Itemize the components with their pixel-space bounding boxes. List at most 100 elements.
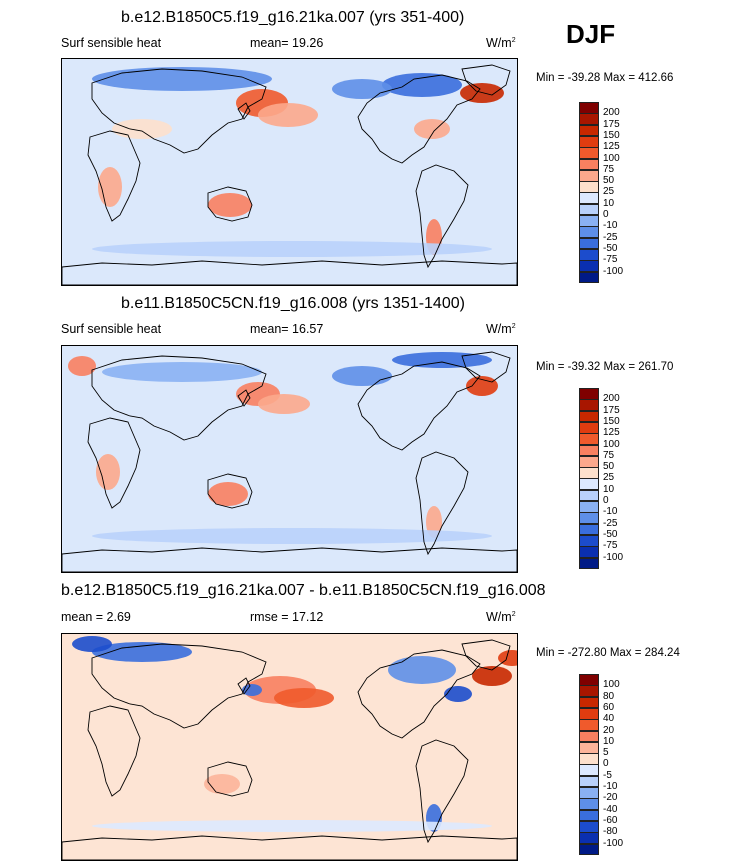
field-contour [426,506,442,538]
colorbar-tick-label: 150 [603,129,620,141]
colorbar-swatch [579,707,599,720]
panel-2-title: b.e11.B1850C5CN.f19_g16.008 (yrs 1351-14… [121,295,465,312]
africa-coastline [87,705,141,797]
field-contour [274,688,334,708]
colorbar-tick-label: 150 [603,415,620,427]
colorbar-tick-label: -25 [603,517,618,529]
colorbar-swatch [579,192,599,205]
africa-coastline [87,417,141,509]
colorbar-swatch [579,557,599,570]
field-contour [414,119,450,139]
field-contour [466,376,498,396]
antarctica-coastline [62,260,517,285]
colorbar-tick-label: 200 [603,393,620,405]
colorbar-swatch [579,809,599,822]
panel-3-title: b.e12.B1850C5.f19_g16.21ka.007 - b.e11.B… [61,582,546,599]
colorbar-tick-label: -75 [603,254,618,266]
colorbar-tick-label: 125 [603,141,620,153]
colorbar-tick-label: -40 [603,803,618,815]
japan-coastline [237,677,251,695]
colorbar-swatch [579,696,599,709]
colorbar-swatch [579,764,599,777]
colorbar-tick-label: 0 [603,209,609,220]
colorbar-swatch [579,753,599,765]
colorbar-swatch [579,832,599,844]
colorbar-swatch [579,523,599,536]
colorbar-tick-label: 40 [603,713,615,725]
africa-coastline [87,130,141,222]
antarctica-coastline [62,835,517,860]
colorbar-swatch [579,102,599,114]
south-america-coastline [415,739,469,844]
colorbar-swatch [579,489,599,502]
map-3-svg [62,634,517,860]
australia-coastline [207,473,253,509]
panel-1-minmax: Min = -39.28 Max = 412.66 [536,72,674,84]
colorbar-tick-label: 100 [603,679,620,691]
field-contour [382,73,462,97]
colorbar-swatch [579,399,599,412]
colorbar-tick-label: 175 [603,118,620,130]
colorbar-swatch [579,124,599,137]
colorbar-swatch [579,260,599,272]
colorbar-tick-label: -60 [603,814,618,826]
panel-1-mean-label: mean= 19.26 [250,36,324,50]
panel-2-variable-label: Surf sensible heat [61,322,162,336]
panel-3-minmax: Min = -272.80 Max = 284.24 [536,647,680,659]
panel-1-title: b.e12.B1850C5.f19_g16.21ka.007 (yrs 351-… [121,9,465,26]
colorbar-tick-label: 25 [603,186,615,198]
colorbar-swatch [579,820,599,833]
colorbar-tick-label: -5 [603,769,612,781]
colorbar-swatch [579,410,599,423]
south-america-coastline [415,164,469,269]
colorbar-swatch [579,455,599,468]
panel-2-map [61,345,518,573]
colorbar-swatch [579,512,599,525]
greenland-coastline [461,639,511,671]
greenland-coastline [461,351,511,383]
colorbar-swatch [579,787,599,799]
panel-2-units: W/m2 [486,322,516,336]
colorbar-swatch [579,798,599,811]
colorbar-tick-label: -10 [603,220,618,232]
colorbar-tick-label: 80 [603,690,615,702]
field-contour [388,656,456,684]
colorbar-tick-label: 10 [603,483,615,495]
colorbar-swatch [579,730,599,743]
colorbar-tick-label: -25 [603,231,618,243]
colorbar-swatch [579,237,599,250]
field-contour [208,193,252,217]
colorbar-swatch [579,203,599,216]
colorbar-swatch [579,843,599,856]
field-contour [72,636,112,652]
field-contour [92,528,492,544]
field-contour [460,83,504,103]
panel-1-map [61,58,518,286]
panel-2-colorbar: 200 175 150 125 100 75 50 25 10 0 -10 -25 -50 -75 -100 [579,388,623,570]
north-america-coastline [357,74,481,164]
colorbar-tick-label: 25 [603,472,615,484]
colorbar-swatch [579,181,599,193]
colorbar-tick-label: 60 [603,701,615,713]
colorbar-tick-label: 5 [603,747,609,759]
panel-3-rmse-label: rmse = 17.12 [250,610,324,624]
colorbar-swatch [579,169,599,182]
colorbar-swatch [579,546,599,558]
japan-coastline [237,102,251,120]
colorbar-tick-label: -100 [603,551,624,563]
colorbar-tick-label: -50 [603,242,618,254]
field-contour [472,666,512,686]
colorbar-tick-label: 175 [603,404,620,416]
colorbar-swatch [579,775,599,788]
colorbar-swatch [579,719,599,731]
field-contour [204,774,240,794]
field-contour [208,482,248,506]
colorbar-swatch [579,135,599,148]
colorbar-swatch [579,433,599,445]
panel-1-variable-label: Surf sensible heat [61,36,162,50]
colorbar-tick-label: -10 [603,781,618,792]
australia-coastline [207,186,253,222]
field-contour [68,356,96,376]
map-1-svg [62,59,517,285]
field-contour [332,79,392,99]
